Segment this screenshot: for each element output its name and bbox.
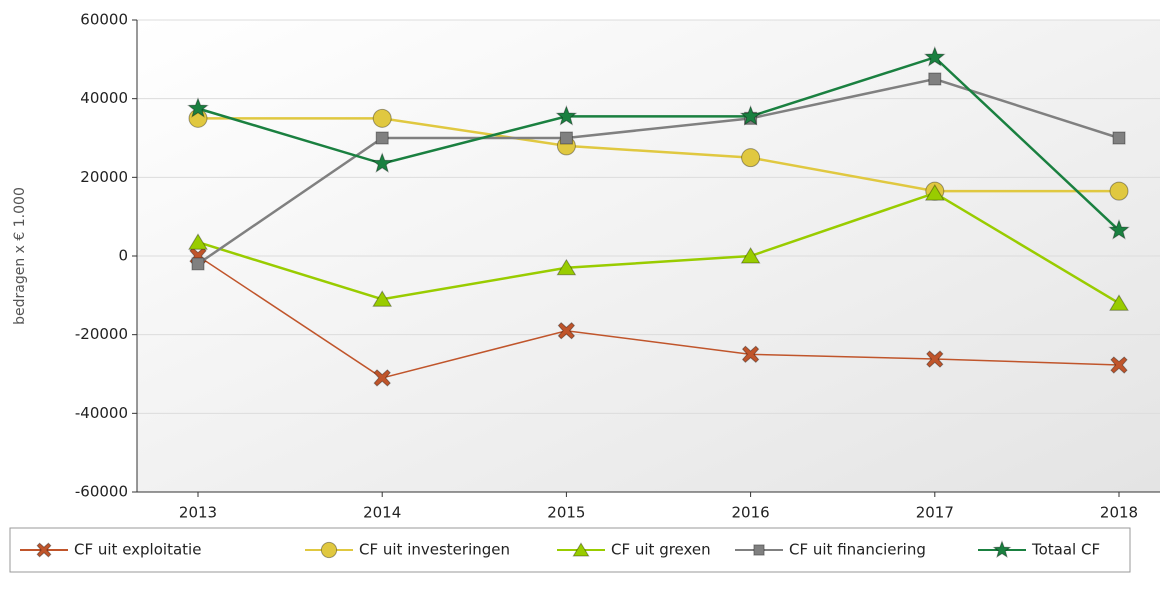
marker (924, 184, 945, 201)
y-tick-label: -60000 (75, 483, 128, 501)
y-tick-label: 0 (118, 247, 128, 265)
legend-label: CF uit grexen (611, 541, 711, 559)
marker (1108, 218, 1130, 240)
y-tick-label: 60000 (80, 11, 128, 29)
x-tick-label: 2016 (732, 504, 770, 522)
marker (992, 540, 1012, 559)
series-line (197, 191, 1120, 305)
legend-item: CF uit investeringen (305, 541, 510, 559)
marker (1112, 131, 1126, 145)
marker (928, 72, 942, 86)
legend-label: CF uit exploitatie (74, 541, 201, 559)
legend-label: CF uit financiering (789, 541, 926, 559)
marker (372, 290, 393, 307)
marker (36, 542, 52, 558)
x-tick-label: 2017 (916, 504, 954, 522)
marker (753, 544, 765, 556)
marker (559, 131, 573, 145)
y-tick-label: 20000 (80, 168, 128, 186)
y-tick-label: -20000 (75, 325, 128, 343)
series-line (197, 55, 1120, 232)
marker (740, 247, 761, 264)
marker (557, 322, 576, 340)
marker (375, 131, 389, 145)
marker (923, 45, 946, 67)
series-line (197, 77, 1120, 265)
marker (372, 108, 392, 128)
series-line (197, 255, 1120, 379)
marker (1110, 356, 1128, 374)
marker (191, 257, 205, 271)
x-tick-label: 2014 (363, 504, 401, 522)
marker (1109, 294, 1129, 311)
marker (188, 233, 208, 250)
x-tick-label: 2015 (547, 504, 585, 522)
legend-item: CF uit grexen (557, 541, 711, 559)
legend-item: CF uit financiering (735, 541, 926, 559)
series-line (198, 117, 1119, 193)
marker (1109, 181, 1129, 201)
marker (556, 258, 577, 276)
legend-item: Totaal CF (978, 540, 1100, 559)
y-tick-label: -40000 (75, 404, 128, 422)
x-tick-label: 2018 (1100, 504, 1138, 522)
marker (741, 345, 760, 363)
marker (555, 104, 578, 126)
y-tick-label: 40000 (80, 89, 128, 107)
y-axis-label: bedragen x € 1.000 (12, 187, 28, 325)
marker (926, 350, 944, 368)
legend-label: Totaal CF (1031, 541, 1100, 559)
marker (371, 152, 394, 173)
legend-label: CF uit investeringen (359, 541, 510, 559)
marker (741, 148, 761, 168)
legend-item: CF uit exploitatie (20, 541, 201, 559)
x-tick-label: 2013 (179, 504, 217, 522)
marker (739, 104, 762, 126)
marker (187, 97, 209, 118)
marker (373, 369, 391, 387)
marker (320, 541, 338, 559)
marker (572, 542, 590, 557)
